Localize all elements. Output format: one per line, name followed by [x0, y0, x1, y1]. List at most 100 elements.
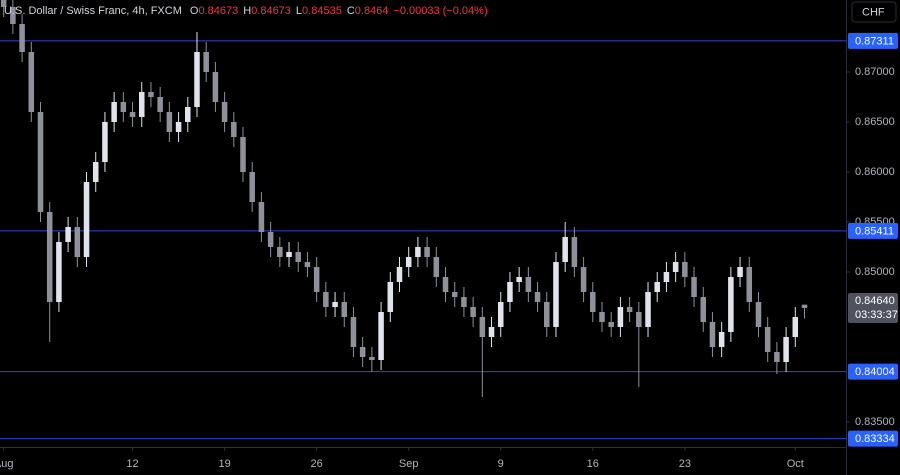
candle-body	[507, 282, 513, 302]
candle-body	[56, 242, 62, 302]
candle-body	[451, 292, 458, 297]
candle-body	[617, 307, 624, 327]
candle-body	[442, 277, 449, 292]
candle-body	[369, 357, 375, 360]
x-tick-label: 9	[498, 458, 504, 470]
candle-body	[19, 24, 25, 52]
candle-body	[599, 312, 605, 322]
candle-body	[562, 237, 568, 262]
candle-body	[709, 322, 716, 347]
level-label-box	[848, 363, 898, 380]
candle-body	[718, 332, 725, 347]
candle-body	[700, 297, 707, 322]
candle-body	[737, 267, 743, 277]
candle-body	[571, 237, 578, 267]
candle-body	[801, 304, 808, 308]
candle-body	[286, 252, 292, 257]
y-tick-label: 0.83500	[855, 416, 895, 428]
candle-body	[479, 317, 486, 337]
candle-body	[111, 102, 117, 122]
countdown: 03:33:37	[855, 309, 898, 321]
current-price-label: 0.84640	[855, 295, 895, 307]
x-tick-label: Oct	[787, 458, 804, 470]
candle-body	[672, 262, 679, 272]
candle-body	[516, 277, 522, 282]
candle-body	[626, 307, 633, 312]
candle-body	[553, 262, 559, 327]
candle-body	[258, 202, 265, 232]
candle-body	[37, 112, 44, 212]
candle-body	[323, 292, 329, 307]
x-tick-label: 19	[218, 458, 230, 470]
candle-body	[166, 112, 173, 132]
candle-body	[461, 297, 467, 307]
candle-body	[341, 302, 348, 317]
candle-body	[102, 122, 108, 162]
x-tick-label: Sep	[399, 458, 419, 470]
candle-body	[663, 272, 670, 282]
candle-body	[580, 267, 587, 292]
x-tick-label: 12	[126, 458, 138, 470]
candle-body	[488, 327, 495, 337]
candle-body	[46, 212, 53, 302]
candle-body	[194, 52, 200, 107]
level-label-box	[848, 222, 898, 239]
candle-body	[231, 122, 237, 137]
candle-body	[203, 52, 209, 72]
ohlc-value: 0.8464	[355, 5, 389, 17]
candle-body	[764, 327, 771, 352]
candle-body	[212, 72, 219, 102]
candle-body	[525, 277, 532, 292]
level-label: 0.87311	[855, 35, 894, 47]
ohlc-letter: C	[347, 5, 355, 17]
symbol: U.S. Dollar / Swiss Franc, 4h, FXCM	[4, 5, 182, 17]
candle-body	[396, 267, 403, 282]
candle-body	[774, 352, 780, 362]
candle-body	[544, 302, 550, 327]
candle-body	[295, 252, 301, 262]
ohlc-letter: O	[190, 5, 199, 17]
candle-body	[359, 347, 366, 357]
candle-body	[185, 107, 191, 122]
candle-body	[608, 322, 614, 327]
candle-body	[148, 92, 154, 97]
candle-body	[249, 172, 255, 202]
candle-body	[424, 247, 430, 257]
candle-body	[534, 292, 541, 302]
candle-body	[10, 7, 16, 24]
candle-body	[157, 97, 163, 112]
axes: 0.870000.865000.860000.855000.850000.835…	[0, 32, 898, 470]
level-label: 0.85411	[855, 225, 894, 237]
candle-body	[277, 247, 283, 257]
y-tick-label: 0.86000	[855, 166, 895, 178]
candle-body	[332, 302, 338, 307]
candle-body	[313, 267, 320, 292]
header-legend: U.S. Dollar / Swiss Franc, 4h, FXCM O0.84…	[4, 5, 488, 17]
candle-body	[497, 302, 504, 327]
current-price-box	[848, 293, 898, 323]
candle-body	[387, 282, 394, 312]
candle-body	[783, 337, 789, 362]
currency-button[interactable]	[851, 1, 897, 23]
candle-body	[645, 292, 651, 327]
candle-body	[120, 102, 127, 112]
candle-body	[636, 312, 642, 327]
y-tick-label: 0.85000	[855, 266, 895, 278]
candle-body	[65, 227, 71, 242]
header: U.S. Dollar / Swiss Franc, 4h, FXCM O0.84…	[4, 5, 488, 17]
x-tick-label: 23	[679, 458, 691, 470]
level-label: 0.83334	[855, 433, 895, 445]
candle-body	[350, 317, 357, 347]
ohlc-value: 0.84673	[198, 5, 238, 17]
ohlc-letter: H	[243, 5, 251, 17]
level-label: 0.84004	[855, 366, 895, 378]
plot-area	[0, 0, 846, 440]
candle-body	[654, 282, 660, 292]
candle-body	[682, 262, 688, 277]
candle-body	[92, 162, 99, 182]
candle-body	[175, 122, 182, 132]
candle-body	[0, 0, 7, 7]
ohlc-letter: L	[296, 5, 302, 17]
